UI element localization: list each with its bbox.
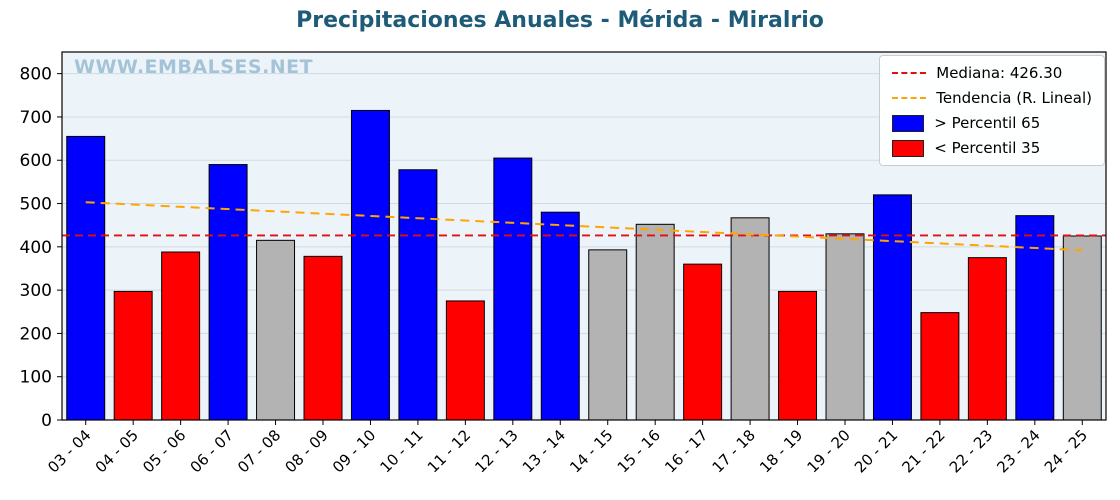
legend: Mediana: 426.30 Tendencia (R. Lineal) > … <box>879 55 1105 166</box>
y-tick-label: 600 <box>20 151 52 171</box>
y-tick-label: 700 <box>20 108 52 128</box>
y-tick-label: 200 <box>20 324 52 344</box>
bar-10-11 <box>398 169 438 421</box>
bar-20-21 <box>872 194 912 421</box>
bar-18-19 <box>778 290 818 421</box>
red-patch-icon <box>892 139 925 157</box>
x-tick-label: 04 - 05 <box>92 426 142 476</box>
bar-22-23 <box>967 257 1007 421</box>
chart-title: Precipitaciones Anuales - Mérida - Miral… <box>296 8 824 33</box>
bar-12-13 <box>493 157 533 421</box>
y-tick-label: 800 <box>20 65 52 85</box>
x-tick-label: 21 - 22 <box>898 426 948 476</box>
x-tick-label: 14 - 15 <box>566 426 616 476</box>
y-tick-label: 100 <box>20 368 52 388</box>
bar-08-09 <box>303 255 343 421</box>
legend-label: < Percentil 35 <box>934 139 1041 157</box>
x-tick-label: 08 - 09 <box>282 426 332 476</box>
legend-item-p35: < Percentil 35 <box>892 139 1092 157</box>
legend-label: Mediana: 426.30 <box>936 64 1063 82</box>
bar-17-18 <box>730 217 770 421</box>
legend-item-median: Mediana: 426.30 <box>892 64 1092 82</box>
bar-16-17 <box>683 263 723 421</box>
x-tick-label: 18 - 19 <box>756 426 806 476</box>
x-tick-label: 16 - 17 <box>661 426 711 476</box>
legend-item-trend: Tendencia (R. Lineal) <box>892 89 1092 107</box>
legend-item-p65: > Percentil 65 <box>892 114 1092 132</box>
bar-13-14 <box>540 211 580 421</box>
legend-label: > Percentil 65 <box>934 114 1041 132</box>
x-tick-label: 05 - 06 <box>139 426 189 476</box>
bar-15-16 <box>635 223 675 421</box>
bar-21-22 <box>920 312 960 421</box>
x-tick-label: 20 - 21 <box>851 426 901 476</box>
x-tick-label: 07 - 08 <box>234 426 284 476</box>
x-tick-label: 19 - 20 <box>804 426 854 476</box>
y-tick-label: 0 <box>41 411 52 431</box>
bar-09-10 <box>350 109 390 421</box>
x-tick-label: 03 - 04 <box>44 426 94 476</box>
x-tick-label: 23 - 24 <box>993 426 1043 476</box>
bar-06-07 <box>208 164 248 421</box>
x-tick-label: 13 - 14 <box>519 426 569 476</box>
x-tick-label: 10 - 11 <box>376 426 426 476</box>
x-tick-label: 06 - 07 <box>187 426 237 476</box>
x-tick-label: 24 - 25 <box>1041 426 1091 476</box>
trend-line <box>85 201 1083 252</box>
bar-19-20 <box>825 233 865 421</box>
legend-label: Tendencia (R. Lineal) <box>936 89 1092 107</box>
bar-03-04 <box>66 135 106 421</box>
y-tick-label: 300 <box>20 281 52 301</box>
median-line-icon <box>892 72 927 74</box>
bar-07-08 <box>256 239 296 421</box>
bar-05-06 <box>161 251 201 421</box>
x-tick-label: 12 - 13 <box>471 426 521 476</box>
bar-23-24 <box>1015 215 1055 421</box>
plot-border <box>61 51 1107 421</box>
x-tick-label: 11 - 12 <box>424 426 474 476</box>
bar-24-25 <box>1062 235 1102 421</box>
x-tick-label: 17 - 18 <box>709 426 759 476</box>
blue-patch-icon <box>892 114 925 132</box>
x-tick-label: 09 - 10 <box>329 426 379 476</box>
x-tick-label: 15 - 16 <box>614 426 664 476</box>
y-tick-label: 500 <box>20 195 52 215</box>
trend-line-icon <box>892 97 927 99</box>
bar-04-05 <box>113 290 153 421</box>
bar-11-12 <box>445 300 485 421</box>
bar-14-15 <box>588 249 628 421</box>
x-tick-label: 22 - 23 <box>946 426 996 476</box>
watermark: WWW.EMBALSES.NET <box>74 56 314 78</box>
y-tick-label: 400 <box>20 238 52 258</box>
